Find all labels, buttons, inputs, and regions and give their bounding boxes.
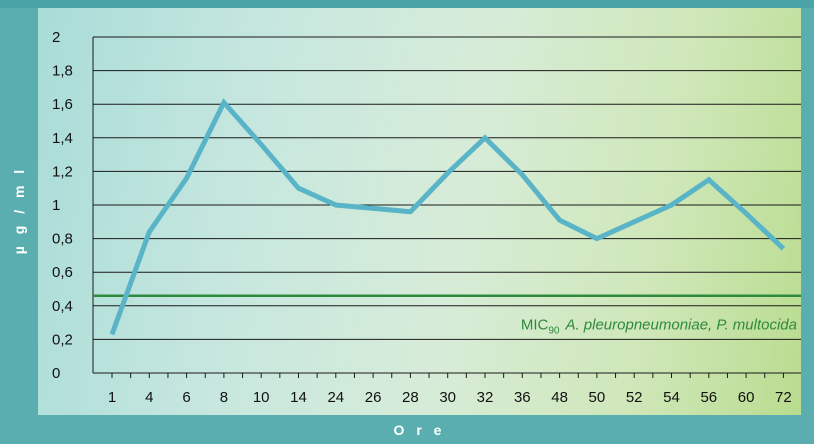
x-tick-label: 50 (589, 389, 606, 406)
series-group (109, 98, 786, 336)
y-tick-labels: 0 0,2 0,4 0,6 0,8 1 1,2 1,4 1,6 1,8 2 (52, 29, 73, 382)
top-stripe (0, 0, 814, 8)
mic-label-sub: 90 (548, 326, 560, 337)
x-tick-label: 24 (327, 389, 344, 406)
x-tick-label: 1 (108, 389, 116, 406)
y-tick-label: 0,6 (52, 264, 73, 281)
x-tick-label: 32 (477, 389, 494, 406)
x-tick-label: 28 (402, 389, 419, 406)
y-tick-label: 1,2 (52, 163, 73, 180)
y-tick-label: 1,8 (52, 63, 73, 80)
x-tick-label: 30 (439, 389, 456, 406)
mic-label-main: MIC (521, 317, 549, 334)
x-tick-label: 10 (253, 389, 270, 406)
x-tick-label: 36 (514, 389, 531, 406)
mic90-label: MIC90 A. pleuropneumoniae, P. multocida (521, 317, 797, 337)
x-tick-label: 72 (775, 389, 792, 406)
y-tick-label: 0,4 (52, 298, 73, 315)
x-tick-label: 8 (220, 389, 228, 406)
x-tick-label: 48 (551, 389, 568, 406)
reference-line-group: MIC90 A. pleuropneumoniae, P. multocida (93, 294, 801, 337)
y-tick-label: 0 (52, 365, 60, 382)
x-tick-label: 4 (145, 389, 153, 406)
y-tick-label: 2 (52, 29, 60, 46)
x-tick-label: 56 (700, 389, 717, 406)
x-axis-title: O r e (393, 422, 446, 438)
series-line (109, 98, 786, 336)
mic-label-organisms: A. pleuropneumoniae, P. multocida (564, 317, 797, 334)
x-tick-label: 26 (365, 389, 382, 406)
y-tick-label: 1,6 (52, 96, 73, 113)
gridlines (92, 36, 801, 374)
x-tick-label: 60 (738, 389, 755, 406)
y-tick-label: 1,4 (52, 130, 73, 147)
y-tick-label: 0,8 (52, 231, 73, 248)
x-ticks: 1 4 6 8 10 14 24 26 28 30 32 36 48 50 52 54 56 60 72 (108, 373, 792, 406)
x-tick-label: 54 (663, 389, 680, 406)
y-tick-label: 1 (52, 197, 60, 214)
x-tick-label: 6 (182, 389, 190, 406)
y-tick-label: 0,2 (52, 331, 73, 348)
x-tick-label: 52 (626, 389, 643, 406)
x-tick-label: 14 (290, 389, 307, 406)
